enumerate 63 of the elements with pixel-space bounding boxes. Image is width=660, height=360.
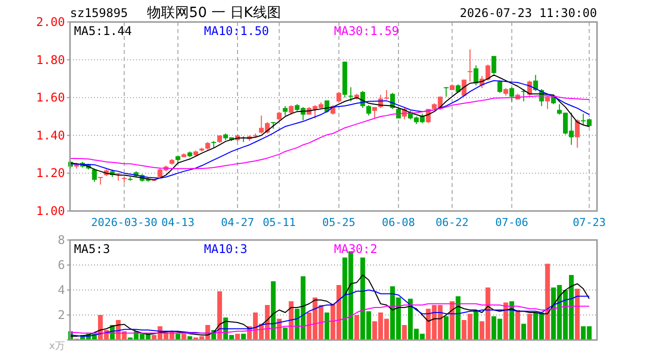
text: MA30:2 bbox=[334, 242, 378, 256]
y-tick-label: 6 bbox=[58, 258, 65, 272]
x-tick-label: 04-13 bbox=[161, 216, 194, 229]
bar bbox=[282, 328, 288, 340]
bar bbox=[176, 334, 180, 340]
text: MA5:1.44 bbox=[74, 24, 132, 38]
bar bbox=[181, 334, 186, 340]
y-tick-label: 1.40 bbox=[36, 128, 65, 142]
bar bbox=[527, 314, 532, 340]
candlestick bbox=[491, 56, 496, 74]
text: MA5:3 bbox=[74, 242, 110, 256]
text: MA10:1.50 bbox=[204, 24, 270, 38]
bar bbox=[521, 324, 526, 340]
bar bbox=[545, 264, 550, 340]
candlestick bbox=[497, 80, 502, 94]
candlestick bbox=[545, 95, 550, 110]
x-tick-label: 04-27 bbox=[220, 216, 254, 229]
x-tick-label: 06-08 bbox=[382, 216, 416, 229]
y-tick-label: 8 bbox=[58, 233, 65, 247]
x-tick-label: 07-23 bbox=[572, 216, 606, 229]
text: 2026-07-23 11:30:00 bbox=[460, 6, 597, 20]
candlestick bbox=[288, 104, 294, 116]
x-tick-label: 05-11 bbox=[262, 216, 296, 229]
bar bbox=[324, 312, 330, 340]
bar bbox=[444, 316, 449, 340]
candlestick bbox=[348, 86, 354, 102]
candlestick bbox=[336, 91, 342, 103]
x-tick-label: 06-22 bbox=[436, 216, 469, 229]
bar bbox=[474, 310, 478, 340]
y-axis-title: x万 bbox=[49, 341, 65, 352]
candlestick bbox=[509, 86, 514, 102]
y-tick-label: 1.60 bbox=[36, 90, 65, 105]
text: MA10:3 bbox=[204, 242, 248, 256]
x-tick-label: 07-06 bbox=[495, 216, 528, 229]
chart-title: 物联网50 一 日K线图 bbox=[147, 5, 281, 21]
line-series bbox=[70, 274, 590, 337]
y-tick-label: 4 bbox=[58, 283, 65, 297]
candlestick bbox=[468, 48, 472, 82]
line-series bbox=[70, 303, 590, 334]
candlestick bbox=[372, 106, 378, 119]
x-tick-label: 2026-03-30 bbox=[91, 216, 158, 229]
candlestick bbox=[533, 74, 538, 92]
candlestick bbox=[384, 90, 389, 100]
y-tick-label: 1.80 bbox=[36, 52, 65, 67]
y-tick-label: 2 bbox=[58, 308, 65, 322]
candlestick bbox=[366, 104, 372, 116]
bar bbox=[354, 315, 360, 340]
candlestick bbox=[444, 86, 449, 98]
candlestick bbox=[474, 64, 478, 86]
candlestick bbox=[462, 79, 466, 98]
y-tick-label: 2.00 bbox=[36, 15, 65, 29]
bar bbox=[402, 325, 407, 340]
bar bbox=[456, 296, 460, 340]
y-tick-label: 1.20 bbox=[36, 166, 65, 180]
x-tick-label: 05-25 bbox=[322, 216, 356, 229]
text: MA30:1.59 bbox=[334, 24, 400, 38]
bar bbox=[241, 334, 246, 340]
candlestick bbox=[92, 168, 97, 182]
candlestick bbox=[282, 106, 288, 116]
bar bbox=[235, 334, 240, 340]
y-tick-label: 1.00 bbox=[36, 204, 65, 218]
line-series bbox=[70, 290, 590, 337]
text: sz159895 bbox=[70, 6, 128, 20]
